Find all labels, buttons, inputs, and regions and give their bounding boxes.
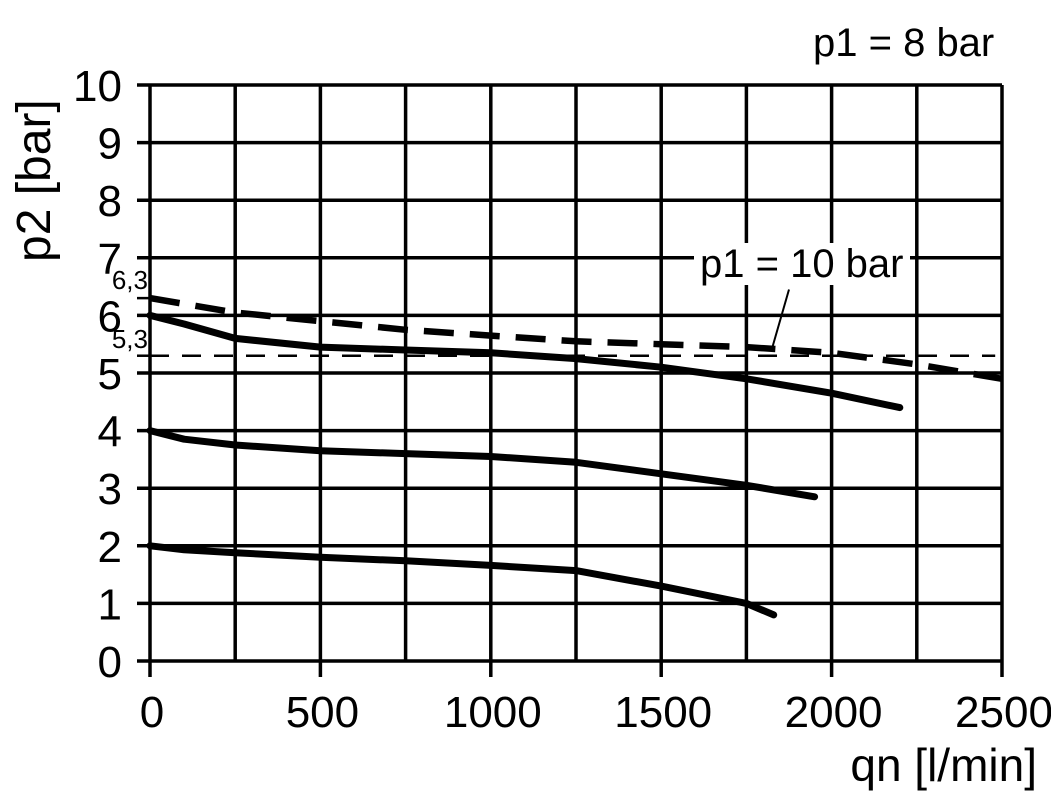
y-tick-label: 3 (98, 465, 122, 514)
y-tick-label: 9 (98, 120, 122, 169)
y-ref-label-5-3: 5,3 (111, 324, 148, 354)
x-tick-label: 1500 (614, 688, 712, 737)
curve-1 (146, 311, 904, 412)
y-tick-label: 4 (98, 408, 122, 457)
y-tick-label: 6 (98, 292, 122, 341)
curve-0 (149, 294, 1003, 383)
y-tick-label: 1 (98, 580, 122, 629)
annotation-p1-8bar: p1 = 8 bar (813, 21, 995, 65)
y-tick-label: 5 (98, 350, 122, 399)
x-tick-label: 500 (286, 688, 359, 737)
x-axis-title: qn [l/min] (850, 739, 1037, 791)
y-tick-label: 7 (98, 235, 122, 284)
x-tick-label: 1000 (444, 688, 542, 737)
curve-3 (146, 542, 778, 619)
y-axis-title: p2 [bar] (8, 99, 61, 262)
x-tick-label: 0 (140, 688, 164, 737)
y-tick-label: 2 (98, 523, 122, 572)
x-tick-label: 2500 (955, 688, 1051, 737)
y-ref-label-6-3: 6,3 (111, 265, 148, 295)
annotation-p1-10bar: p1 = 10 bar (694, 243, 910, 285)
x-tick-label: 2000 (785, 688, 883, 737)
y-tick-label: 8 (98, 177, 122, 226)
y-tick-label: 0 (98, 638, 122, 687)
callout-line (770, 289, 790, 352)
curve-2 (146, 427, 819, 501)
y-tick-label: 10 (73, 62, 122, 111)
